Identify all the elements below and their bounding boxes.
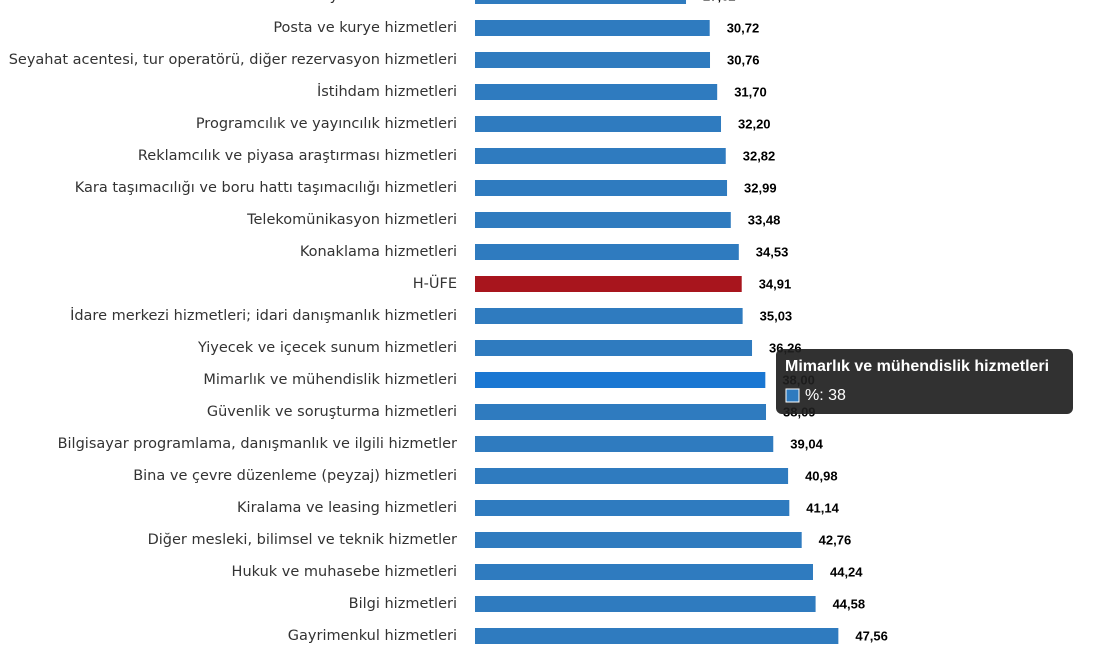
value-label: 39,04 — [790, 436, 823, 451]
value-label: 42,76 — [819, 532, 852, 547]
value-label: 32,20 — [738, 116, 771, 131]
value-label: 30,76 — [727, 52, 760, 67]
bar[interactable] — [475, 180, 728, 196]
category-label: Seyahat acentesi, tur operatörü, diğer r… — [9, 52, 457, 68]
value-label: 34,91 — [759, 276, 792, 291]
tooltip-swatch — [785, 388, 800, 403]
value-label: 47,56 — [855, 628, 888, 643]
category-label: Telekomünikasyon hizmetleri — [246, 212, 457, 228]
bar[interactable] — [475, 308, 743, 324]
value-label: 41,14 — [806, 500, 839, 515]
bar[interactable] — [475, 20, 710, 36]
bar[interactable] — [475, 372, 766, 388]
tooltip-text: %: 38 — [805, 387, 846, 404]
category-label: H-ÜFE — [413, 274, 457, 292]
category-label: Konaklama hizmetleri — [300, 244, 457, 260]
bar[interactable] — [475, 500, 790, 516]
bar[interactable] — [475, 404, 767, 420]
bar[interactable] — [475, 596, 816, 612]
category-label: Bilgisayar programlama, danışmanlık ve i… — [58, 436, 457, 452]
bar[interactable] — [475, 532, 802, 548]
value-label: 32,99 — [744, 180, 777, 195]
category-label: İdare merkezi hizmetleri; idari danışman… — [70, 306, 457, 324]
bar[interactable] — [475, 0, 687, 4]
value-label: 44,24 — [830, 564, 863, 579]
bar[interactable] — [475, 116, 722, 132]
value-label: 40,98 — [805, 468, 838, 483]
bar[interactable] — [475, 436, 774, 452]
category-label: Mimarlık ve mühendislik hizmetleri — [203, 372, 457, 388]
value-label: 44,58 — [833, 596, 866, 611]
category-label: Kara taşımacılığı ve boru hattı taşımacı… — [75, 180, 457, 196]
value-label: 34,53 — [756, 244, 789, 259]
bar[interactable] — [475, 628, 839, 644]
value-label: 30,72 — [727, 20, 760, 35]
bar[interactable] — [475, 468, 789, 484]
category-label: İstihdam hizmetleri — [317, 82, 457, 100]
category-label: Programcılık ve yayıncılık hizmetleri — [196, 116, 457, 132]
bar[interactable] — [475, 564, 813, 580]
category-label: Bilgi hizmetleri — [349, 596, 457, 612]
category-label: Reklamcılık ve piyasa araştırması hizmet… — [138, 148, 457, 164]
category-label: Diğer mesleki, bilimsel ve teknik hizmet… — [148, 532, 457, 548]
category-label: Güvenlik ve soruşturma hizmetleri — [207, 404, 457, 420]
bar[interactable] — [475, 340, 753, 356]
bar[interactable] — [475, 212, 731, 228]
category-label: Posta ve kurye hizmetleri — [273, 20, 457, 36]
category-label: Kiralama ve leasing hizmetleri — [237, 500, 457, 516]
value-label: 31,70 — [734, 84, 767, 99]
value-label: 27,62 — [703, 0, 736, 3]
category-label: Yiyecek ve içecek sunum hizmetleri — [197, 340, 457, 356]
bar[interactable] — [475, 148, 726, 164]
category-label: Yayıncılık hizmetleri — [313, 0, 457, 4]
tooltip-box — [776, 349, 1073, 414]
bar[interactable] — [475, 52, 711, 68]
category-label: Gayrimenkul hizmetleri — [288, 628, 457, 644]
bar[interactable] — [475, 84, 718, 100]
category-label: Bina ve çevre düzenleme (peyzaj) hizmetl… — [133, 468, 457, 484]
bar[interactable] — [475, 244, 739, 260]
category-label: Hukuk ve muhasebe hizmetleri — [232, 564, 457, 580]
tooltip-title: Mimarlık ve mühendislik hizmetleri — [785, 358, 1049, 375]
value-label: 32,82 — [743, 148, 776, 163]
value-label: 33,48 — [748, 212, 781, 227]
value-label: 35,03 — [760, 308, 793, 323]
bar[interactable] — [475, 276, 742, 292]
